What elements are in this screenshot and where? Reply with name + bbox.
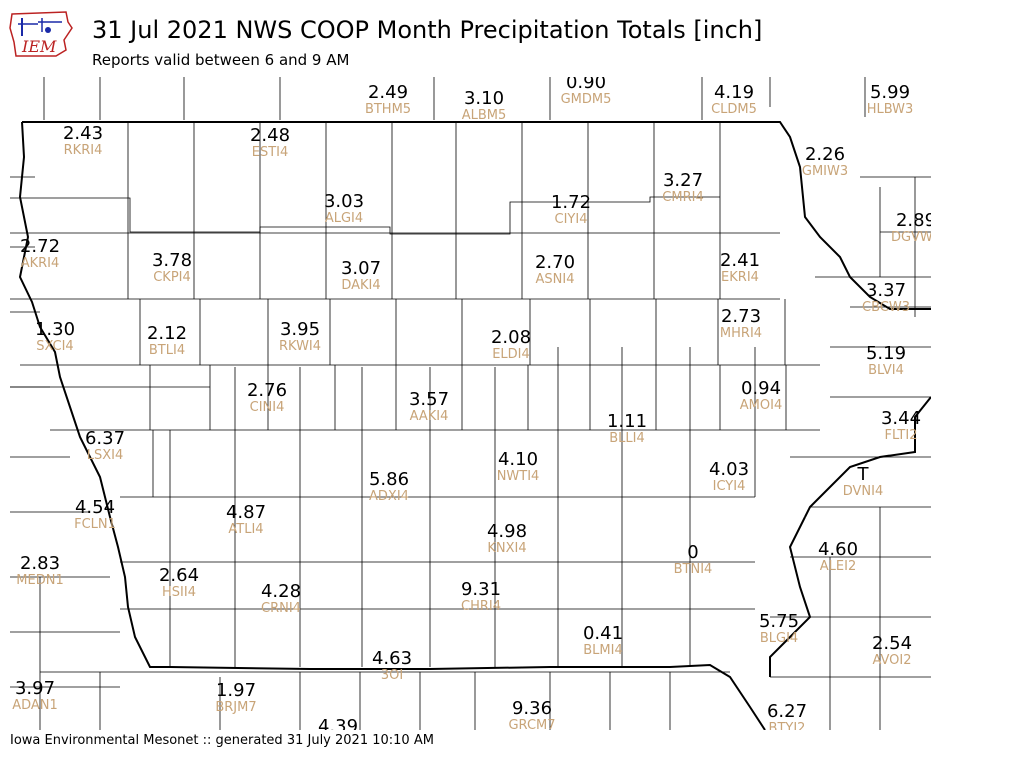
map-subtitle: Reports valid between 6 and 9 AM bbox=[92, 51, 350, 69]
iem-logo: IEM bbox=[8, 6, 74, 62]
footer-credit: Iowa Environmental Mesonet :: generated … bbox=[10, 733, 434, 748]
svg-text:IEM: IEM bbox=[21, 37, 57, 56]
county-boundaries bbox=[10, 77, 931, 730]
precip-map: 2.49 BTHM5 3.10 ALBM5 0.90 GMDM5 4.19 CLDM5 5.99… bbox=[10, 77, 931, 730]
map-title: 31 Jul 2021 NWS COOP Month Precipitation… bbox=[92, 16, 763, 44]
